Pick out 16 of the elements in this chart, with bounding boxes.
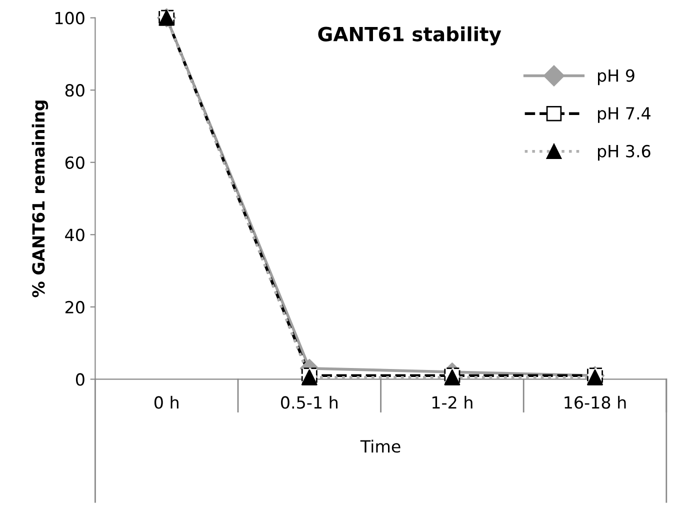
x-tick-label: 1-2 h bbox=[432, 396, 472, 409]
y-tick-label: 20 bbox=[65, 300, 84, 314]
y-tick-label: 80 bbox=[65, 84, 84, 97]
y-axis-title: % GANT61 remaining bbox=[32, 100, 48, 298]
x-tick-label: 0 h bbox=[154, 396, 178, 409]
y-tick-label: 40 bbox=[65, 228, 84, 242]
y-tick-label: 100 bbox=[55, 12, 84, 24]
legend-label: pH 9 bbox=[598, 69, 634, 86]
y-tick-label: 0 bbox=[76, 373, 84, 386]
x-axis-title: Time bbox=[360, 440, 400, 453]
x-tick-label: 0.5-1 h bbox=[281, 396, 338, 409]
chart-title: GANT61 stability bbox=[318, 26, 502, 46]
y-tick-label: 60 bbox=[65, 156, 84, 169]
legend-label: pH 7.4 bbox=[598, 107, 650, 123]
legend-label: pH 3.6 bbox=[598, 144, 650, 161]
x-tick-label: 16-18 h bbox=[564, 396, 626, 409]
